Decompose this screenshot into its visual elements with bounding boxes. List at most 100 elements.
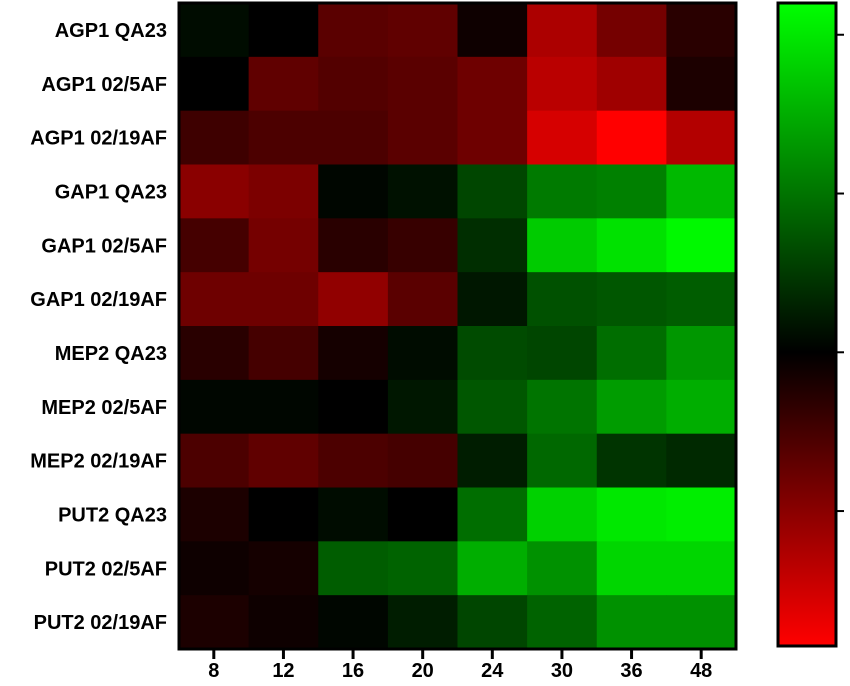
heatmap-cell — [666, 379, 737, 435]
heatmap-cell — [666, 541, 737, 596]
heatmap-cell — [527, 326, 598, 381]
heatmap-cell — [457, 272, 528, 327]
heatmap-cell — [457, 326, 528, 381]
heatmap-cell — [179, 164, 250, 219]
heatmap-cell — [666, 110, 737, 166]
column-label: 24 — [481, 660, 504, 682]
heatmap-cell — [387, 218, 459, 273]
row-label: PUT2 02/5AF — [45, 558, 167, 580]
heatmap-cell — [596, 164, 667, 219]
heatmap-cell — [318, 3, 389, 58]
heatmap-cell — [179, 218, 250, 273]
heatmap-cell — [457, 433, 528, 489]
heatmap-cell — [457, 595, 528, 650]
row-label: PUT2 02/19AF — [34, 612, 167, 634]
heatmap-cell — [387, 326, 459, 381]
heatmap-cell — [248, 326, 319, 381]
heatmap-cell — [248, 56, 319, 112]
heatmap-cell — [596, 487, 667, 542]
column-label: 16 — [342, 660, 364, 682]
heatmap-cell — [387, 379, 459, 435]
heatmap-cell — [666, 56, 737, 112]
heatmap-cell — [596, 272, 667, 327]
heatmap-cell — [527, 3, 598, 58]
heatmap-cell — [387, 433, 459, 489]
heatmap-cell — [248, 541, 319, 596]
heatmap-cell — [527, 595, 598, 650]
heatmap-frame — [177, 1, 738, 651]
heatmap-cell — [179, 272, 250, 327]
heatmap-cell — [527, 487, 598, 542]
row-labels: AGP1 QA23 AGP1 02/5AF AGP1 02/19AF GAP1 QA2… — [30, 20, 167, 634]
heatmap-cell — [318, 379, 389, 435]
heatmap-cell — [527, 218, 598, 273]
x-axis-ticks — [212, 649, 703, 659]
heatmap-cell — [248, 218, 319, 273]
heatmap-cell — [666, 272, 737, 327]
heatmap-cell — [248, 487, 319, 542]
heatmap-cell — [527, 164, 598, 219]
heatmap-cell — [666, 164, 737, 219]
column-labels: 8 12 16 20 24 30 36 48 — [208, 660, 712, 682]
heatmap-cell — [596, 541, 667, 596]
heatmap-cell — [248, 433, 319, 489]
heatmap-cell — [387, 164, 459, 219]
heatmap-cell — [179, 379, 250, 435]
heatmap-cell — [666, 218, 737, 273]
heatmap-cell — [527, 110, 598, 166]
row-label: GAP1 02/19AF — [30, 289, 167, 311]
heatmap-cell — [527, 56, 598, 112]
heatmap-cell — [248, 595, 319, 650]
heatmap-cell — [318, 433, 389, 489]
heatmap-cell — [457, 487, 528, 542]
row-label: MEP2 02/5AF — [41, 397, 167, 419]
column-label: 36 — [620, 660, 642, 682]
heatmap-cell — [596, 326, 667, 381]
heatmap-cell — [318, 326, 389, 381]
heatmap-cell — [387, 487, 459, 542]
heatmap-cell — [596, 3, 667, 58]
row-label: MEP2 QA23 — [55, 343, 167, 365]
column-label: 12 — [272, 660, 294, 682]
heatmap-cell — [666, 326, 737, 381]
heatmap-cell — [666, 3, 737, 58]
row-label: AGP1 02/5AF — [41, 74, 167, 96]
heatmap-cell — [179, 541, 250, 596]
heatmap-cell — [527, 541, 598, 596]
row-label: GAP1 02/5AF — [41, 235, 167, 257]
heatmap-cell — [318, 164, 389, 219]
heatmap-cell — [457, 541, 528, 596]
heatmap-cell — [457, 56, 528, 112]
row-label: PUT2 QA23 — [58, 504, 167, 526]
colorbar-gradient — [776, 1, 838, 648]
heatmap-cell — [527, 272, 598, 327]
heatmap-cell — [666, 487, 737, 542]
heatmap-cell — [596, 218, 667, 273]
heatmap-cell — [179, 326, 250, 381]
column-label: 48 — [690, 660, 712, 682]
heatmap-cell — [179, 595, 250, 650]
column-label: 20 — [412, 660, 434, 682]
heatmap-cell — [596, 595, 667, 650]
heatmap-cell — [248, 110, 319, 166]
row-label: GAP1 QA23 — [55, 181, 167, 203]
colorbar: 210-1 — [776, 1, 844, 648]
heatmap-cell — [318, 110, 389, 166]
heatmap-cell — [387, 541, 459, 596]
heatmap-cell — [179, 3, 250, 58]
heatmap-cell — [318, 218, 389, 273]
heatmap-cell — [248, 164, 319, 219]
heatmap-cell — [527, 379, 598, 435]
heatmap-cell — [179, 487, 250, 542]
heatmap-cell — [248, 272, 319, 327]
heatmap-cell — [387, 272, 459, 327]
heatmap-cell — [387, 3, 459, 58]
heatmap-cell — [318, 56, 389, 112]
heatmap-cell — [387, 595, 459, 650]
heatmap-cell — [457, 379, 528, 435]
heatmap-cell — [387, 110, 459, 166]
heatmap-cell — [179, 56, 250, 112]
heatmap-cell — [666, 433, 737, 489]
heatmap-cell — [318, 541, 389, 596]
